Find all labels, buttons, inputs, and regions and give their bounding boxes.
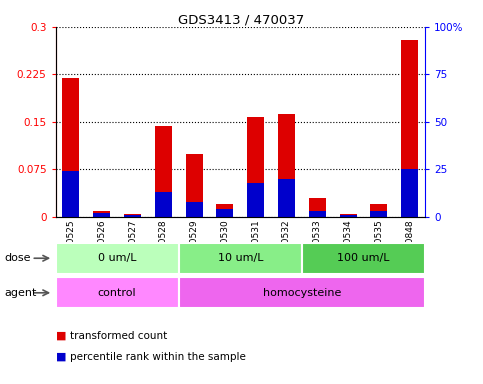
Text: transformed count: transformed count	[70, 331, 167, 341]
Text: 100 um/L: 100 um/L	[337, 253, 390, 263]
Bar	[93, 211, 110, 217]
Bar	[401, 169, 418, 217]
Bar	[185, 202, 202, 217]
Text: ■: ■	[56, 331, 66, 341]
Bar	[62, 78, 79, 217]
Text: 0 um/L: 0 um/L	[98, 253, 136, 263]
Text: control: control	[98, 288, 136, 298]
Bar	[309, 198, 326, 217]
Bar	[155, 126, 172, 217]
Bar	[370, 204, 387, 217]
Text: homocysteine: homocysteine	[263, 288, 341, 298]
Bar	[370, 211, 387, 217]
Bar	[302, 243, 425, 274]
Bar	[62, 171, 79, 217]
Bar	[401, 40, 418, 217]
Bar	[56, 243, 179, 274]
Bar	[216, 204, 233, 217]
Bar	[309, 211, 326, 217]
Bar	[155, 192, 172, 217]
Bar	[247, 118, 264, 217]
Bar	[124, 215, 141, 217]
Text: percentile rank within the sample: percentile rank within the sample	[70, 352, 246, 362]
Text: dose: dose	[5, 253, 31, 263]
Bar	[179, 277, 425, 308]
Bar	[93, 213, 110, 217]
Bar	[185, 154, 202, 217]
Text: 10 um/L: 10 um/L	[217, 253, 263, 263]
Text: GDS3413 / 470037: GDS3413 / 470037	[178, 13, 305, 26]
Text: agent: agent	[5, 288, 37, 298]
Bar	[340, 214, 356, 217]
Bar	[340, 215, 356, 217]
Bar	[278, 114, 295, 217]
Bar	[247, 183, 264, 217]
Bar	[278, 179, 295, 217]
Bar	[179, 243, 302, 274]
Bar	[216, 209, 233, 217]
Text: ■: ■	[56, 352, 66, 362]
Bar	[124, 214, 141, 217]
Bar	[56, 277, 179, 308]
